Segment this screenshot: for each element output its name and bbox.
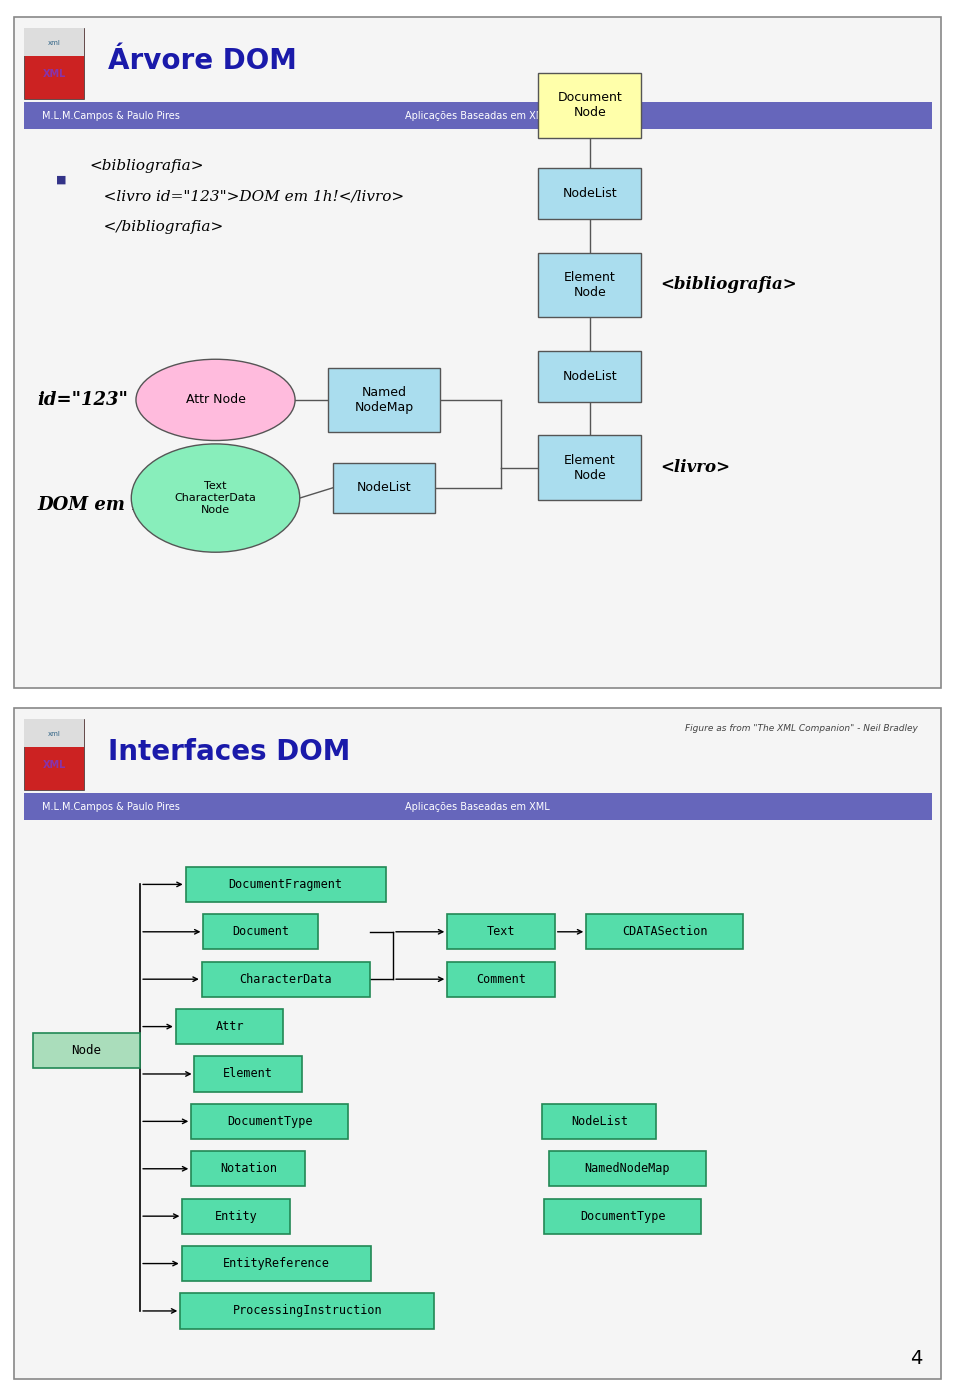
FancyBboxPatch shape: [539, 73, 641, 138]
Text: CharacterData: CharacterData: [239, 973, 332, 986]
Text: NodeList: NodeList: [563, 370, 617, 383]
FancyBboxPatch shape: [447, 962, 555, 997]
Text: Element
Node: Element Node: [564, 454, 615, 482]
FancyBboxPatch shape: [176, 1009, 283, 1044]
FancyBboxPatch shape: [332, 462, 436, 514]
FancyBboxPatch shape: [24, 719, 84, 790]
FancyBboxPatch shape: [191, 1152, 305, 1187]
Text: XML: XML: [42, 759, 65, 769]
Text: Interfaces DOM: Interfaces DOM: [108, 738, 350, 766]
FancyBboxPatch shape: [539, 168, 641, 219]
Text: Element
Node: Element Node: [564, 271, 615, 299]
Text: Entity: Entity: [215, 1210, 257, 1223]
FancyBboxPatch shape: [33, 1033, 140, 1068]
FancyBboxPatch shape: [549, 1152, 706, 1187]
Text: Document: Document: [232, 926, 289, 938]
Text: <bibliografia>: <bibliografia>: [89, 159, 204, 173]
Text: NodeList: NodeList: [563, 187, 617, 200]
Text: <livro>: <livro>: [660, 459, 731, 476]
Text: CDATASection: CDATASection: [622, 926, 708, 938]
Text: Node: Node: [71, 1044, 102, 1057]
Ellipse shape: [136, 359, 295, 441]
Text: Figure as from "The XML Companion" - Neil Bradley: Figure as from "The XML Companion" - Nei…: [684, 725, 918, 733]
Text: DocumentType: DocumentType: [228, 1115, 313, 1128]
Text: Aplicações Baseadas em XML: Aplicações Baseadas em XML: [405, 801, 550, 811]
Text: Notation: Notation: [220, 1163, 276, 1175]
FancyBboxPatch shape: [14, 708, 941, 1379]
Text: <bibliografia>: <bibliografia>: [660, 276, 797, 293]
FancyBboxPatch shape: [539, 253, 641, 317]
Ellipse shape: [132, 444, 300, 553]
Text: DOM em 1h!: DOM em 1h!: [37, 496, 165, 514]
Text: Árvore DOM: Árvore DOM: [108, 47, 297, 75]
FancyBboxPatch shape: [14, 17, 941, 688]
Text: NodeList: NodeList: [571, 1115, 628, 1128]
FancyBboxPatch shape: [539, 350, 641, 402]
FancyBboxPatch shape: [180, 1293, 434, 1329]
Text: NodeList: NodeList: [357, 482, 411, 494]
Text: NamedNodeMap: NamedNodeMap: [585, 1163, 670, 1175]
FancyBboxPatch shape: [328, 367, 440, 431]
Text: Attr: Attr: [215, 1020, 244, 1033]
Text: M.L.M.Campos & Paulo Pires: M.L.M.Campos & Paulo Pires: [42, 110, 180, 120]
FancyBboxPatch shape: [587, 914, 743, 949]
FancyBboxPatch shape: [24, 28, 84, 56]
Text: Element: Element: [224, 1068, 274, 1081]
FancyBboxPatch shape: [539, 436, 641, 500]
Text: id="123": id="123": [37, 391, 129, 409]
Text: Document
Node: Document Node: [558, 91, 622, 120]
FancyBboxPatch shape: [204, 914, 318, 949]
FancyBboxPatch shape: [202, 962, 370, 997]
FancyBboxPatch shape: [447, 914, 555, 949]
Text: xml: xml: [48, 732, 60, 737]
Text: DocumentFragment: DocumentFragment: [228, 878, 343, 891]
Text: Attr Node: Attr Node: [185, 394, 246, 406]
Text: EntityReference: EntityReference: [223, 1256, 330, 1270]
FancyBboxPatch shape: [24, 719, 84, 747]
Text: xml: xml: [48, 40, 60, 46]
Text: XML: XML: [42, 68, 65, 78]
Text: ■: ■: [57, 174, 67, 184]
FancyBboxPatch shape: [542, 1104, 657, 1139]
Text: Text
CharacterData
Node: Text CharacterData Node: [175, 482, 256, 515]
FancyBboxPatch shape: [182, 1199, 290, 1234]
Text: Text: Text: [487, 926, 516, 938]
Text: Comment: Comment: [476, 973, 526, 986]
FancyBboxPatch shape: [185, 867, 386, 902]
FancyBboxPatch shape: [24, 28, 84, 99]
Text: M.L.M.Campos & Paulo Pires: M.L.M.Campos & Paulo Pires: [42, 801, 180, 811]
Text: Named
NodeMap: Named NodeMap: [354, 385, 414, 413]
FancyBboxPatch shape: [195, 1057, 302, 1092]
FancyBboxPatch shape: [24, 793, 931, 819]
Text: ProcessingInstruction: ProcessingInstruction: [232, 1304, 382, 1318]
FancyBboxPatch shape: [181, 1247, 372, 1282]
FancyBboxPatch shape: [544, 1199, 702, 1234]
Text: </bibliografia>: </bibliografia>: [89, 221, 224, 235]
FancyBboxPatch shape: [24, 102, 931, 128]
Text: Aplicações Baseadas em XML: Aplicações Baseadas em XML: [405, 110, 550, 120]
FancyBboxPatch shape: [191, 1104, 348, 1139]
Text: 4: 4: [910, 1350, 923, 1368]
Text: DocumentType: DocumentType: [580, 1210, 665, 1223]
Text: <livro id="123">DOM em 1h!</livro>: <livro id="123">DOM em 1h!</livro>: [89, 190, 404, 204]
